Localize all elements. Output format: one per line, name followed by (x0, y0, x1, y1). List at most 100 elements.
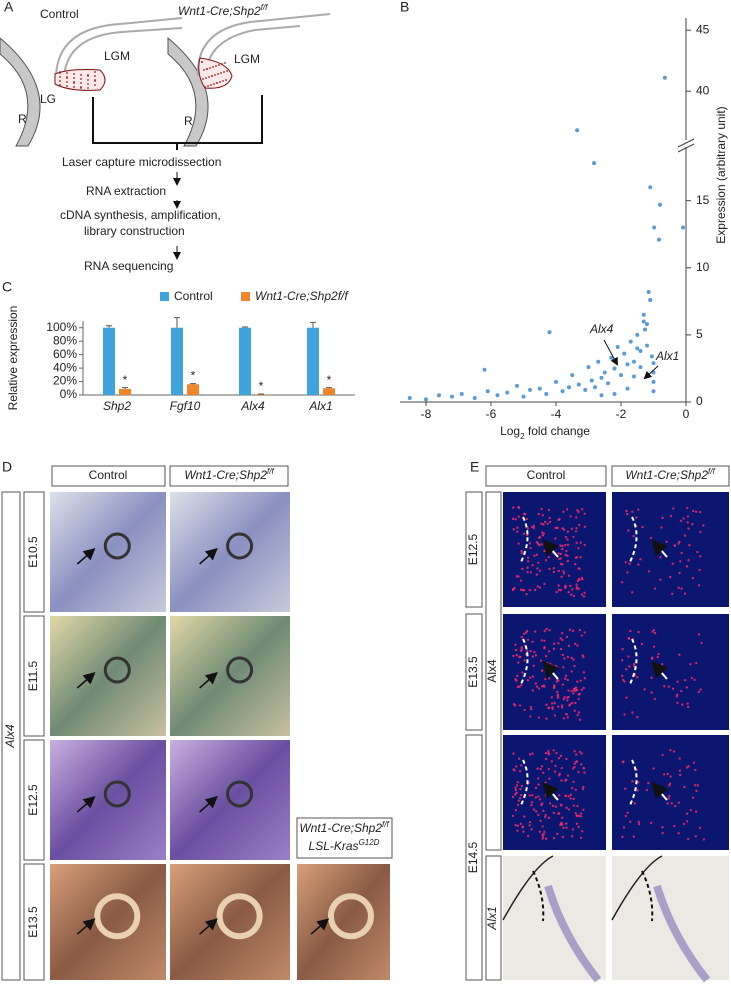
signal-dot (575, 814, 579, 817)
error-bar (310, 321, 316, 328)
cell-dot (73, 73, 75, 75)
signal-dot (574, 562, 577, 566)
signal-dot (536, 567, 539, 570)
signal-dot (637, 781, 640, 784)
tissue-label: R (184, 114, 193, 128)
signal-dot (541, 837, 544, 840)
signal-dot (514, 788, 518, 792)
signal-dot (639, 558, 642, 561)
signal-dot (540, 669, 544, 672)
signal-dot (523, 815, 526, 818)
pointer-arrow (76, 672, 96, 689)
signal-dot (553, 701, 556, 705)
signal-dot (583, 512, 586, 515)
cell-dot (80, 74, 82, 76)
data-point (583, 387, 588, 392)
error-bar (122, 387, 128, 389)
legend-label: Control (174, 289, 213, 303)
signal-dot (569, 797, 572, 800)
signal-dot (519, 793, 523, 797)
signal-dot (518, 769, 522, 773)
signal-dot (516, 824, 520, 827)
signal-dot (583, 771, 586, 774)
cell-dot (87, 87, 89, 89)
gland (198, 57, 233, 89)
signal-dot (626, 811, 629, 814)
retina (167, 36, 209, 147)
signal-dot (529, 715, 532, 718)
annotation: Alx1 (655, 349, 679, 363)
cell-dot (80, 82, 82, 84)
signal-dot (686, 702, 689, 705)
signal-dot (530, 828, 533, 831)
signal-dot (566, 554, 569, 558)
data-point (596, 359, 601, 364)
cell-dot (94, 75, 96, 77)
data-point (521, 394, 526, 399)
signal-dot (697, 690, 701, 694)
signal-dot (671, 562, 674, 565)
signal-dot (512, 752, 515, 755)
label-box (51, 465, 166, 487)
panel-label: A (4, 0, 14, 15)
signal-dot (673, 544, 676, 547)
signal-dot (547, 816, 551, 820)
signal-dot (518, 797, 522, 800)
data-point (586, 365, 591, 370)
data-point (651, 361, 656, 366)
signal-dot (570, 527, 574, 530)
signal-dot (665, 540, 668, 544)
gene-label: Alx4 (3, 724, 17, 749)
signal-dot (537, 716, 541, 719)
signal-dot (562, 572, 566, 575)
signal-dot (536, 767, 539, 770)
signal-dot (569, 515, 572, 518)
signal-dot (570, 656, 573, 660)
signal-dot (537, 687, 541, 690)
signal-dot (557, 679, 560, 682)
data-point (575, 128, 580, 133)
signal-dot (531, 689, 535, 692)
signal-dot (694, 510, 698, 513)
signal-dot (565, 549, 568, 553)
signal-dot (548, 628, 551, 632)
label-box (485, 465, 607, 487)
signal-dot (552, 647, 556, 651)
signal-dot (517, 799, 521, 802)
pointer-arrow (76, 918, 96, 935)
signal-dot (557, 552, 560, 555)
signal-dot (559, 754, 563, 758)
signal-dot (572, 535, 575, 539)
signal-dot (631, 510, 634, 513)
signal-dot (560, 766, 563, 770)
signal-dot (520, 551, 524, 555)
signal-dot (534, 796, 537, 799)
signal-dot (545, 627, 548, 631)
signal-dot (528, 824, 531, 827)
signal-dot (544, 677, 547, 681)
signal-dot (653, 631, 657, 635)
signal-dot (555, 590, 558, 594)
signal-dot (672, 750, 676, 753)
signal-dot (677, 586, 680, 590)
signal-dot (516, 674, 519, 678)
significance-marker: * (191, 369, 196, 383)
outline (520, 516, 529, 563)
signal-dot (696, 784, 699, 787)
cell-dot (210, 84, 212, 86)
data-point (485, 389, 490, 394)
x-tick-label: Fgf10 (170, 399, 201, 413)
signal-dot (544, 654, 548, 658)
y-axis-label: Relative expression (6, 306, 20, 411)
signal-dot (621, 760, 625, 764)
cell-dot (209, 67, 211, 69)
error-bar (190, 383, 196, 385)
legend-label: Wnt1-Cre;Shp2f/f (255, 289, 349, 303)
signal-dot (672, 507, 675, 510)
signal-dot (517, 757, 521, 760)
cell-dot (211, 75, 213, 77)
signal-dot (693, 783, 697, 787)
signal-dot (517, 542, 520, 545)
data-point (472, 395, 477, 400)
label-box (465, 491, 483, 608)
